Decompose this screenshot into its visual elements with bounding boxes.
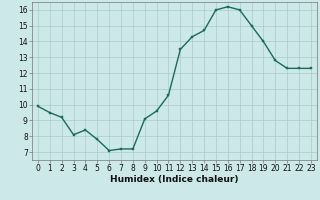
X-axis label: Humidex (Indice chaleur): Humidex (Indice chaleur) [110, 175, 239, 184]
